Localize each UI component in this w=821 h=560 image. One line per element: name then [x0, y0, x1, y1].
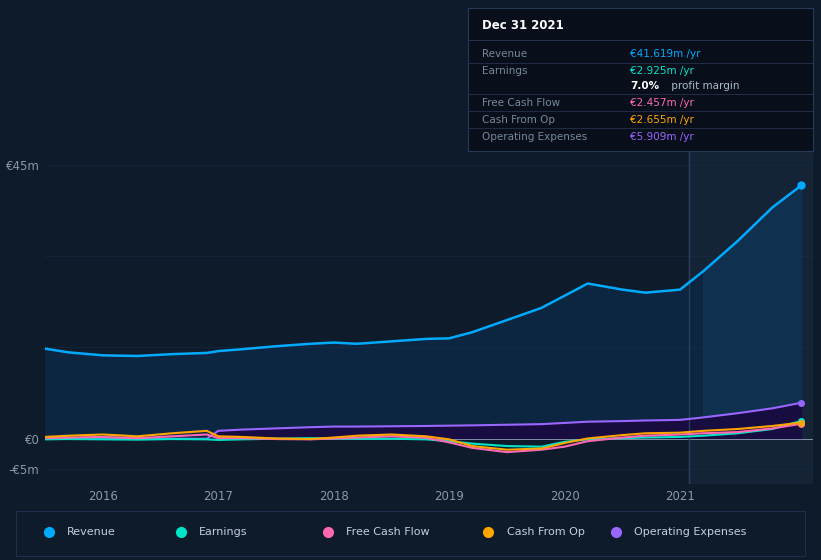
- Text: Revenue: Revenue: [482, 49, 527, 59]
- Text: Dec 31 2021: Dec 31 2021: [482, 19, 563, 32]
- Text: Free Cash Flow: Free Cash Flow: [482, 97, 560, 108]
- Text: Cash From Op: Cash From Op: [482, 115, 555, 125]
- Text: 7.0%: 7.0%: [630, 81, 659, 91]
- Text: €2.925m /yr: €2.925m /yr: [630, 66, 694, 76]
- Bar: [16, 511, 805, 556]
- Text: Cash From Op: Cash From Op: [507, 528, 585, 538]
- Text: Free Cash Flow: Free Cash Flow: [346, 528, 430, 538]
- Text: €2.457m /yr: €2.457m /yr: [630, 97, 694, 108]
- Text: Operating Expenses: Operating Expenses: [482, 132, 587, 142]
- Text: €2.655m /yr: €2.655m /yr: [630, 115, 694, 125]
- Text: Earnings: Earnings: [482, 66, 527, 76]
- Text: Earnings: Earnings: [199, 528, 247, 538]
- Text: Revenue: Revenue: [67, 528, 116, 538]
- Text: Operating Expenses: Operating Expenses: [634, 528, 746, 538]
- Text: €5.909m /yr: €5.909m /yr: [630, 132, 694, 142]
- Text: €41.619m /yr: €41.619m /yr: [630, 49, 700, 59]
- Bar: [690, 134, 813, 484]
- Text: profit margin: profit margin: [668, 81, 740, 91]
